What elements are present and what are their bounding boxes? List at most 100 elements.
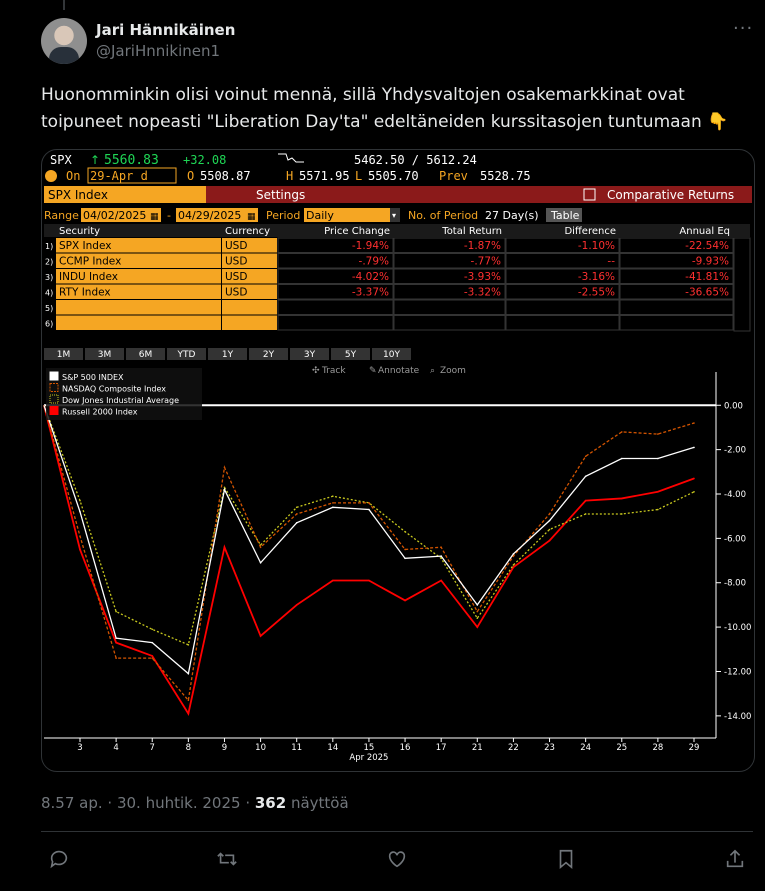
cell-total_return: -3.32% [464, 287, 501, 299]
export-icon[interactable] [583, 188, 596, 201]
tweet-meta: 8.57 ap. · 30. huhtik. 2025 · 362 näyttö… [41, 794, 349, 812]
range-hi-lo: 5462.50 / 5612.24 [354, 153, 477, 167]
series-point [115, 610, 117, 613]
table-cell [393, 284, 506, 300]
dropdown-icon[interactable] [390, 208, 400, 222]
table-header-5: Annual Eq [679, 226, 730, 237]
period-tab-2Y[interactable] [249, 348, 288, 360]
chart-legend: S&P 500 INDEX NASDAQ Composite Index Dow J… [46, 368, 202, 420]
period-tab-3Y[interactable] [290, 348, 329, 360]
period-tab-label: 3Y [304, 350, 316, 360]
series-point [79, 499, 81, 502]
period-tab-label: 1Y [222, 350, 234, 360]
open-value: 5508.87 [200, 169, 251, 183]
period-label: Period [266, 209, 300, 222]
sparkline-icon [278, 153, 304, 163]
retweet-icon[interactable] [216, 848, 240, 872]
series-point [440, 546, 442, 549]
bookmark-icon[interactable] [555, 848, 579, 872]
period-tab-10Y[interactable] [372, 348, 411, 360]
series-point [512, 553, 515, 555]
author-handle[interactable]: @JariHnnikinen1 [96, 42, 221, 60]
tweet-media-image[interactable]: SPX ↑ 5560.83 +32.08 5462.50 / 5612.24 O… [41, 149, 755, 772]
series-point [693, 446, 695, 449]
tweet-date[interactable]: 30. huhtik. 2025 [116, 794, 241, 812]
x-tick-label: 24 [580, 743, 591, 753]
period-tab-1Y[interactable] [208, 348, 247, 360]
series-point [332, 495, 334, 498]
legend-label: NASDAQ Composite Index [62, 385, 166, 394]
index-tab[interactable] [44, 186, 206, 203]
table-input-cell[interactable] [56, 315, 221, 331]
series-point [223, 488, 226, 491]
range-to-field[interactable] [176, 208, 258, 222]
table-cell [619, 284, 734, 300]
like-icon[interactable] [386, 848, 410, 872]
series-point [620, 457, 623, 460]
x-tick-label: 21 [472, 743, 483, 753]
x-tick-label: 29 [689, 743, 700, 753]
table-input-cell[interactable] [222, 253, 277, 269]
y-tick-label: -8.00 [724, 579, 746, 589]
table-input-cell[interactable] [56, 300, 221, 315]
calendar-icon[interactable]: ▦ [150, 212, 159, 222]
table-input-cell[interactable] [56, 238, 221, 253]
table-scrollbar[interactable] [733, 237, 751, 332]
range-from: 04/02/2025 [83, 209, 146, 222]
series-point [79, 548, 81, 551]
series-point [512, 564, 515, 566]
table-input-cell[interactable] [222, 300, 277, 315]
row-number: 6) [45, 320, 53, 329]
series-point [223, 486, 226, 489]
avatar[interactable] [41, 18, 87, 64]
table-input-cell[interactable] [56, 253, 221, 269]
series-point [223, 466, 226, 469]
period-tab-3M[interactable] [85, 348, 124, 360]
table-input-cell[interactable] [56, 284, 221, 300]
date-field[interactable] [87, 167, 177, 184]
table-cell [277, 253, 394, 269]
zoom-tool[interactable]: Zoom [440, 366, 466, 376]
range-dash: - [167, 209, 171, 222]
more-options-icon[interactable]: ··· [733, 18, 754, 39]
track-tool[interactable]: Track [321, 366, 346, 376]
series-point [693, 490, 695, 493]
period-select[interactable] [304, 208, 400, 222]
cell-price_change: -3.37% [352, 287, 389, 299]
author-name[interactable]: Jari Hännikäinen [96, 21, 236, 39]
period-tab-6M[interactable] [126, 348, 165, 360]
period-tab-YTD[interactable] [167, 348, 206, 360]
calendar-icon[interactable]: ▦ [247, 212, 256, 222]
series-point [295, 522, 298, 524]
table-cell [619, 253, 734, 269]
series-point [657, 457, 659, 460]
settings-tab[interactable] [206, 186, 360, 203]
x-tick-label: 8 [186, 743, 191, 753]
table-button[interactable] [546, 208, 582, 222]
series-point [548, 539, 551, 542]
table-cell [277, 284, 394, 300]
legend-swatch [49, 406, 59, 415]
annotate-tool[interactable]: Annotate [378, 366, 420, 376]
gauge-icon [45, 170, 57, 182]
tweet-time[interactable]: 8.57 ap. [41, 794, 103, 812]
reply-icon[interactable] [48, 848, 72, 872]
annotate-icon: ✎ [369, 366, 377, 376]
period-tab-1M[interactable] [44, 348, 83, 360]
series-point [584, 513, 587, 515]
period-tab-5Y[interactable] [331, 348, 370, 360]
range-from-field[interactable] [81, 208, 161, 222]
table-cell [505, 253, 620, 269]
x-tick-label: 25 [616, 743, 627, 753]
table-input-cell[interactable] [222, 315, 277, 331]
share-icon[interactable] [724, 848, 748, 872]
table-header-bg [44, 224, 750, 237]
table-input-cell[interactable] [56, 269, 221, 284]
x-tick-label: 9 [222, 743, 227, 753]
last-price: 5560.83 [104, 153, 159, 168]
table-input-cell[interactable] [222, 269, 277, 284]
low-label: L [355, 169, 362, 183]
table-input-cell[interactable] [222, 238, 277, 253]
table-input-cell[interactable] [222, 284, 277, 300]
series-point [657, 508, 659, 511]
